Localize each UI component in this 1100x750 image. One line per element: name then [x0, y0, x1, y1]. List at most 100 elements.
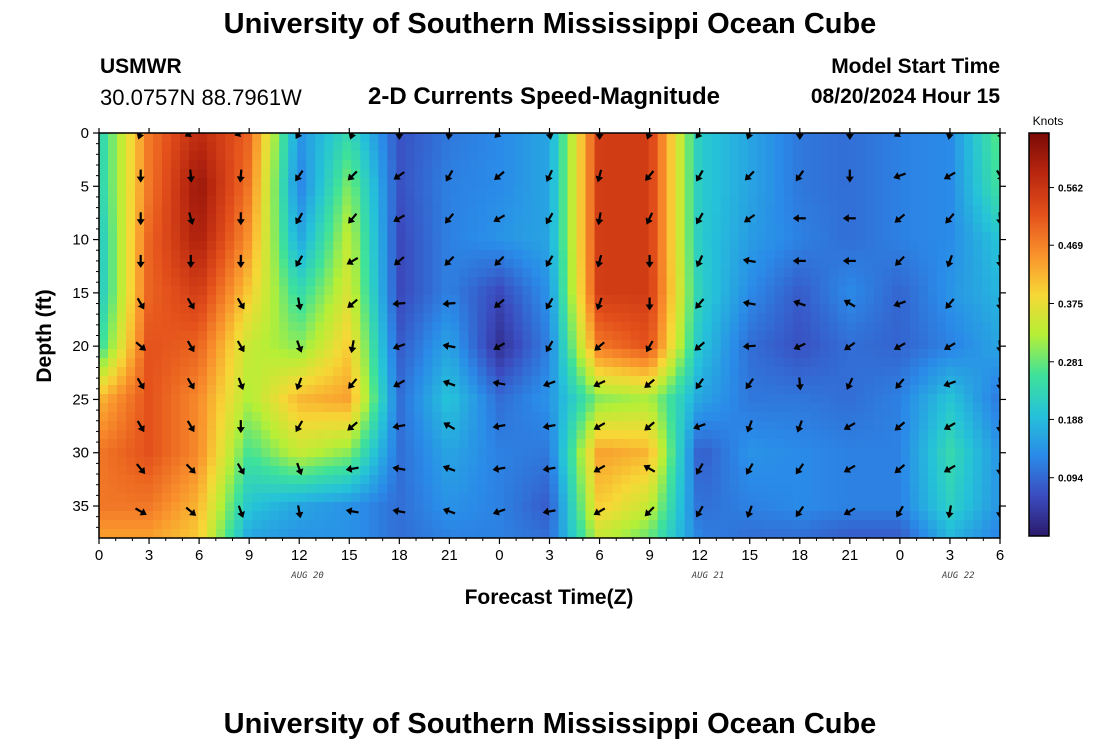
heatmap-cell: [702, 313, 713, 323]
heatmap-cell: [306, 358, 316, 368]
heatmap-cell: [360, 331, 370, 341]
heatmap-cell: [594, 223, 605, 233]
heatmap-cell: [567, 376, 578, 386]
heatmap-cell: [450, 286, 460, 296]
arrow-head: [444, 258, 452, 266]
heatmap-cell: [720, 358, 731, 368]
heatmap-cell: [486, 412, 497, 422]
heatmap-cell: [459, 475, 470, 485]
heatmap-cell: [153, 304, 163, 314]
heatmap-cell: [522, 277, 533, 287]
heatmap-cell: [756, 214, 767, 224]
heatmap-cell: [288, 466, 298, 476]
heatmap-cell: [612, 340, 623, 350]
heatmap-cell: [864, 466, 875, 476]
heatmap-cell: [972, 151, 983, 161]
heatmap-cell: [639, 277, 650, 287]
heatmap-cell: [108, 187, 118, 197]
heatmap-cell: [882, 511, 893, 521]
heatmap-cell: [144, 331, 154, 341]
heatmap-cell: [612, 304, 623, 314]
heatmap-cell: [936, 394, 947, 404]
heatmap-cell: [108, 394, 118, 404]
heatmap-cell: [837, 457, 848, 467]
heatmap-cell: [765, 286, 776, 296]
heatmap-cell: [180, 304, 190, 314]
heatmap-cell: [720, 142, 731, 152]
heatmap-cell: [378, 160, 388, 170]
heatmap-cell: [909, 133, 920, 143]
heatmap-cell: [936, 241, 947, 251]
heatmap-cell: [99, 484, 109, 494]
heatmap-cell: [189, 367, 199, 377]
heatmap-cell: [819, 196, 830, 206]
heatmap-cell: [792, 394, 803, 404]
heatmap-cell: [648, 142, 659, 152]
heatmap-cell: [207, 160, 217, 170]
arrow-head: [137, 424, 145, 433]
heatmap-cell: [864, 457, 875, 467]
heatmap-cell: [288, 421, 298, 431]
heatmap-cell: [774, 502, 785, 512]
heatmap-cell: [756, 403, 767, 413]
heatmap-cell: [828, 169, 839, 179]
heatmap-cell: [144, 529, 154, 538]
heatmap-cell: [585, 277, 596, 287]
heatmap-cell: [792, 295, 803, 305]
heatmap-cell: [459, 430, 470, 440]
heatmap-cell: [639, 403, 650, 413]
heatmap-cell: [432, 430, 442, 440]
heatmap-cell: [846, 322, 857, 332]
heatmap-cell: [279, 169, 289, 179]
heatmap-cell: [711, 403, 722, 413]
current-vector-arrow: [346, 256, 359, 265]
heatmap-cell: [837, 430, 848, 440]
heatmap-cell: [531, 133, 542, 143]
heatmap-cell: [855, 223, 866, 233]
heatmap-cell: [594, 475, 605, 485]
heatmap-cell: [162, 241, 172, 251]
heatmap-cell: [369, 187, 379, 197]
heatmap-cell: [189, 223, 199, 233]
heatmap-cell: [684, 241, 695, 251]
arrow-head: [795, 174, 803, 182]
heatmap-cell: [576, 187, 587, 197]
heatmap-cell: [522, 502, 533, 512]
heatmap-cell: [153, 133, 163, 143]
heatmap-cell: [396, 403, 406, 413]
heatmap-cell: [720, 349, 731, 359]
heatmap-cell: [972, 259, 983, 269]
heatmap-cell: [612, 223, 623, 233]
heatmap-cell: [720, 214, 731, 224]
heatmap-cell: [504, 376, 515, 386]
heatmap-cell: [324, 358, 334, 368]
heatmap-cell: [954, 151, 965, 161]
heatmap-cell: [342, 412, 352, 422]
heatmap-cell: [792, 430, 803, 440]
heatmap-cell: [873, 394, 884, 404]
heatmap-cell: [531, 439, 542, 449]
heatmap-cell: [432, 376, 442, 386]
heatmap-cell: [450, 340, 460, 350]
heatmap-cell: [981, 484, 992, 494]
heatmap-cell: [306, 493, 316, 503]
heatmap-cell: [270, 295, 280, 305]
heatmap-cell: [783, 169, 794, 179]
heatmap-cell: [900, 277, 911, 287]
heatmap-cell: [423, 484, 433, 494]
heatmap-cell: [774, 196, 785, 206]
heatmap-cell: [297, 331, 307, 341]
heatmap-cell: [522, 178, 533, 188]
heatmap-cell: [306, 511, 316, 521]
heatmap-cell: [108, 169, 118, 179]
heatmap-cell: [792, 250, 803, 260]
heatmap-cell: [774, 295, 785, 305]
heatmap-cell: [567, 295, 578, 305]
heatmap-cell: [252, 493, 262, 503]
heatmap-cell: [585, 313, 596, 323]
heatmap-cell: [657, 133, 668, 143]
heatmap-cell: [495, 196, 506, 206]
heatmap-cell: [468, 295, 479, 305]
heatmap-cell: [369, 457, 379, 467]
heatmap-cell: [135, 304, 145, 314]
